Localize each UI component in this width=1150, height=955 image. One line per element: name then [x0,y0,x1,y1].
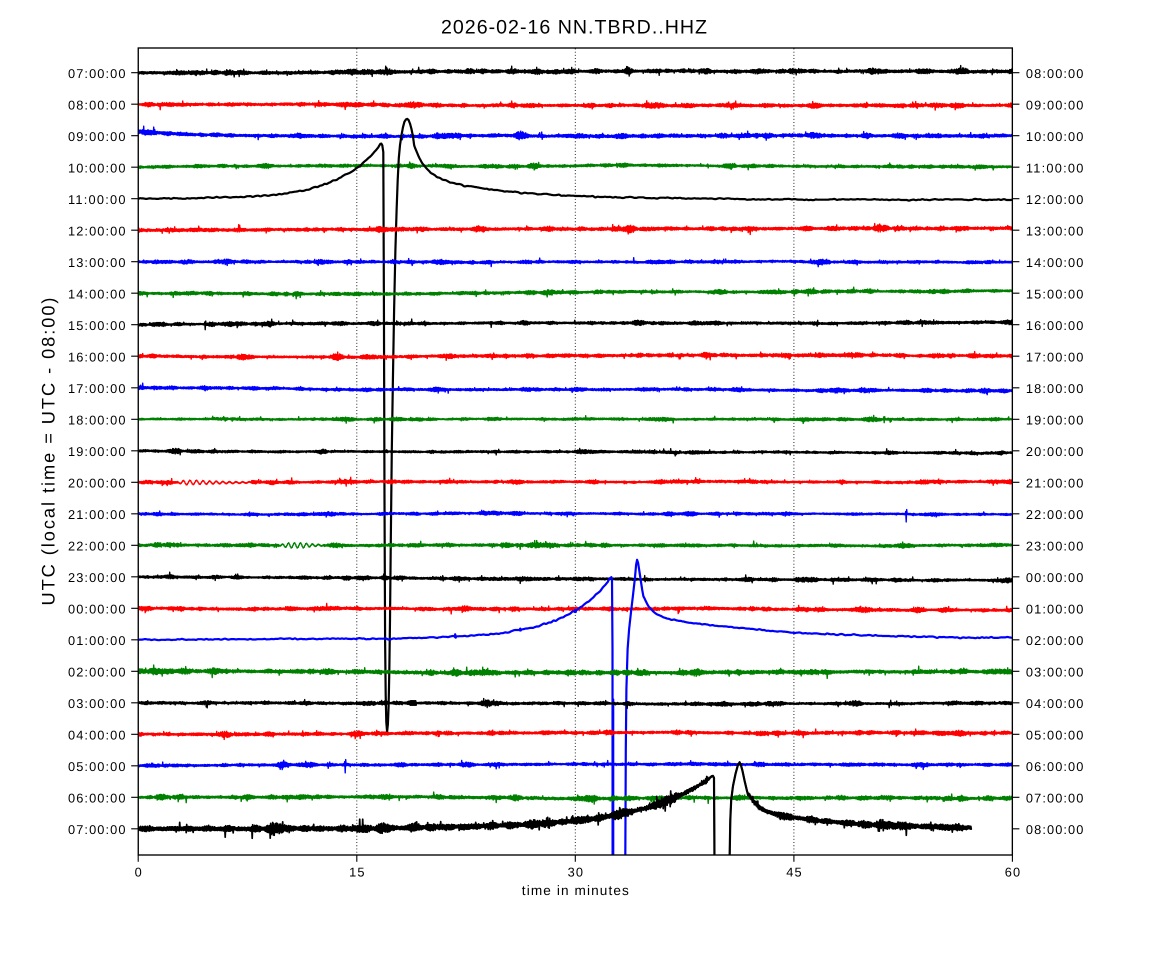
svg-text:19:00:00: 19:00:00 [68,444,126,459]
svg-text:10:00:00: 10:00:00 [1026,129,1084,144]
svg-text:23:00:00: 23:00:00 [68,570,126,585]
svg-text:45: 45 [786,865,801,880]
svg-text:10:00:00: 10:00:00 [68,160,126,175]
svg-text:03:00:00: 03:00:00 [68,696,126,711]
svg-text:02:00:00: 02:00:00 [1026,633,1084,648]
svg-text:17:00:00: 17:00:00 [68,381,126,396]
svg-text:17:00:00: 17:00:00 [1026,349,1084,364]
svg-text:01:00:00: 01:00:00 [1026,602,1084,617]
svg-text:21:00:00: 21:00:00 [1026,476,1084,491]
svg-text:13:00:00: 13:00:00 [1026,223,1084,238]
svg-text:21:00:00: 21:00:00 [68,507,126,522]
svg-text:12:00:00: 12:00:00 [68,223,126,238]
svg-text:15: 15 [349,865,364,880]
svg-text:06:00:00: 06:00:00 [68,791,126,806]
svg-text:09:00:00: 09:00:00 [68,129,126,144]
svg-text:04:00:00: 04:00:00 [1026,696,1084,711]
svg-text:00:00:00: 00:00:00 [1026,570,1084,585]
svg-text:02:00:00: 02:00:00 [68,665,126,680]
svg-text:01:00:00: 01:00:00 [68,633,126,648]
svg-text:04:00:00: 04:00:00 [68,728,126,743]
svg-text:12:00:00: 12:00:00 [1026,192,1084,207]
svg-text:07:00:00: 07:00:00 [68,822,126,837]
svg-text:20:00:00: 20:00:00 [68,476,126,491]
svg-text:time in minutes: time in minutes [522,883,629,898]
svg-text:19:00:00: 19:00:00 [1026,413,1084,428]
svg-text:07:00:00: 07:00:00 [68,66,126,81]
svg-text:11:00:00: 11:00:00 [68,192,126,207]
svg-text:16:00:00: 16:00:00 [68,349,126,364]
svg-text:07:00:00: 07:00:00 [1026,791,1084,806]
svg-text:60: 60 [1005,865,1020,880]
svg-text:03:00:00: 03:00:00 [1026,665,1084,680]
svg-text:UTC (local time = UTC - 08:00): UTC (local time = UTC - 08:00) [39,298,59,606]
svg-text:08:00:00: 08:00:00 [1026,66,1084,81]
svg-text:18:00:00: 18:00:00 [1026,381,1084,396]
svg-text:30: 30 [568,865,583,880]
svg-text:06:00:00: 06:00:00 [1026,759,1084,774]
svg-text:2026-02-16 NN.TBRD..HHZ: 2026-02-16 NN.TBRD..HHZ [441,17,707,39]
svg-text:13:00:00: 13:00:00 [68,255,126,270]
svg-text:22:00:00: 22:00:00 [1026,507,1084,522]
svg-text:23:00:00: 23:00:00 [1026,539,1084,554]
svg-text:22:00:00: 22:00:00 [68,539,126,554]
svg-text:20:00:00: 20:00:00 [1026,444,1084,459]
svg-text:09:00:00: 09:00:00 [1026,97,1084,112]
svg-text:08:00:00: 08:00:00 [1026,822,1084,837]
svg-text:08:00:00: 08:00:00 [68,97,126,112]
svg-text:15:00:00: 15:00:00 [1026,286,1084,301]
svg-text:11:00:00: 11:00:00 [1026,160,1084,175]
svg-text:14:00:00: 14:00:00 [68,286,126,301]
svg-text:05:00:00: 05:00:00 [1026,728,1084,743]
svg-text:00:00:00: 00:00:00 [68,602,126,617]
svg-text:14:00:00: 14:00:00 [1026,255,1084,270]
svg-text:05:00:00: 05:00:00 [68,759,126,774]
svg-text:15:00:00: 15:00:00 [68,318,126,333]
svg-text:16:00:00: 16:00:00 [1026,318,1084,333]
svg-text:0: 0 [135,865,142,880]
svg-text:18:00:00: 18:00:00 [68,413,126,428]
